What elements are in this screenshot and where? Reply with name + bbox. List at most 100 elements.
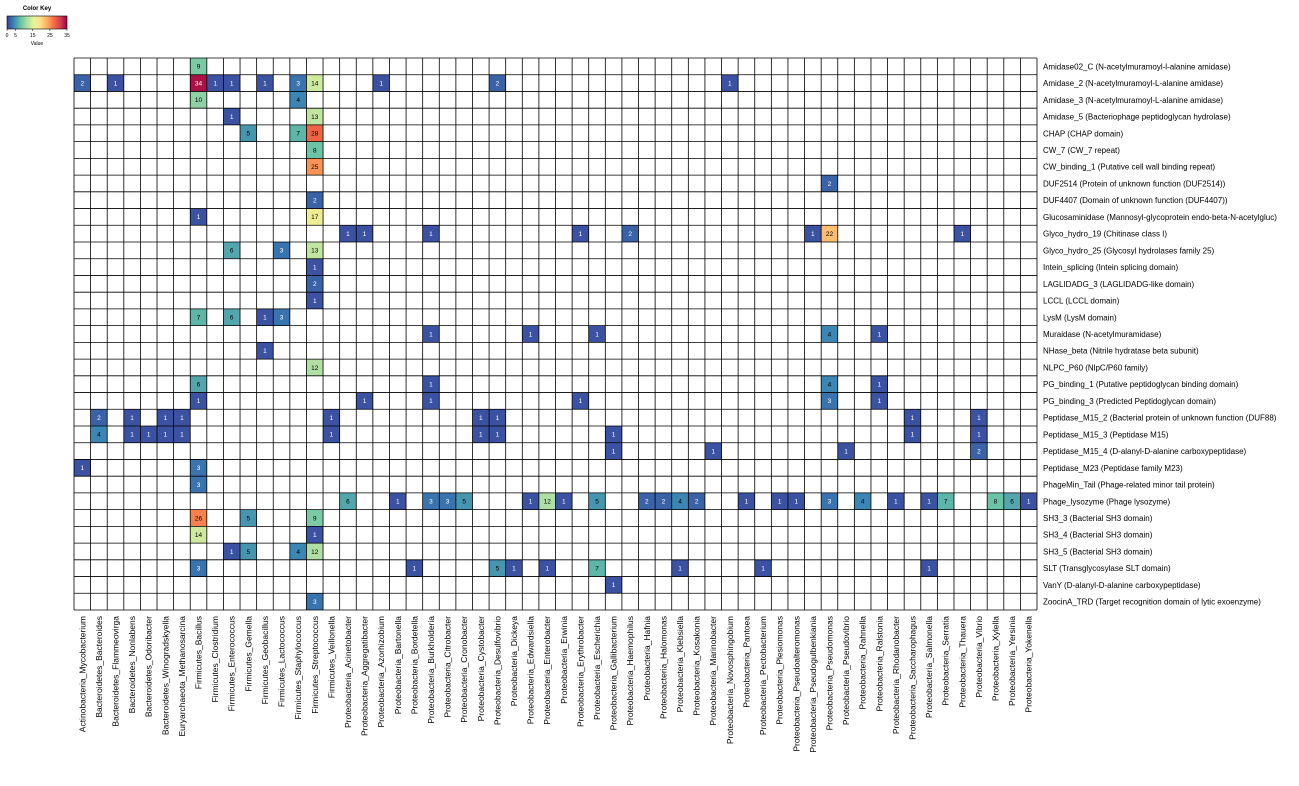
row-label: CW_binding_1 (Putative cell wall binding… <box>1043 163 1215 172</box>
cell-value-label: 5 <box>247 131 251 138</box>
column-label: Proteobacteria_Pseudomonas <box>824 616 834 730</box>
heatmap-cell <box>339 225 357 242</box>
row-label: PG_binding_1 (Putative peptidoglycan bin… <box>1043 380 1239 389</box>
row-label: DUF4407 (Domain of unknown function (DUF… <box>1043 196 1228 205</box>
heatmap-cell <box>256 74 274 92</box>
cell-value-label: 7 <box>944 499 948 506</box>
cell-value-label: 4 <box>296 549 300 556</box>
cell-value-label: 1 <box>164 432 168 439</box>
column-label: Proteobacteria_Haemophilus <box>625 616 635 726</box>
cell-value-label: 34 <box>195 80 203 87</box>
heatmap-cell <box>406 559 423 577</box>
cell-value-label: 1 <box>1027 499 1031 506</box>
heatmap-cell <box>588 559 606 577</box>
cell-value-label: 1 <box>330 432 334 439</box>
cell-value-label: 3 <box>828 398 832 405</box>
cell-value-label: 2 <box>313 281 317 288</box>
heatmap-cell <box>937 492 954 510</box>
heatmap-cell <box>588 492 606 510</box>
row-label: Amidase02_C (N-acetylmuramoyl-l-alanine … <box>1043 62 1231 71</box>
cell-value-label: 7 <box>595 565 599 572</box>
heatmap-cell <box>904 409 921 426</box>
heatmap-cell <box>1003 492 1021 510</box>
column-label: Proteobacteria_Erythrobacter <box>575 616 585 727</box>
heatmap-cell <box>688 492 705 510</box>
heatmap-cell <box>306 292 324 309</box>
column-label: Proteobacteria_Rahnella <box>858 616 868 710</box>
column-label: Proteobacteria_Desulfovibrio <box>492 616 502 725</box>
heatmap-cell <box>738 492 755 510</box>
cell-value-label: 1 <box>761 565 765 572</box>
column-label: Proteobacteria_Xylella <box>990 616 1000 701</box>
heatmap-cell <box>821 225 838 242</box>
column-label: Proteobacteria_Dickeya <box>509 616 519 707</box>
cell-value-label: 1 <box>164 415 168 422</box>
cell-value-label: 3 <box>197 565 201 572</box>
column-label: Proteobacteria_Acinetobacter <box>343 616 353 728</box>
cell-value-label: 1 <box>479 415 483 422</box>
heatmap-cell <box>522 325 539 343</box>
row-label: DUF2514 (Protein of unknown function (DU… <box>1043 179 1226 188</box>
row-label: Amidase_5 (Bacteriophage peptidoglycan h… <box>1043 113 1231 122</box>
cell-value-label: 1 <box>330 415 334 422</box>
column-label: Firmicutes_Streptococcus <box>310 616 320 714</box>
column-label: Proteobacteria_Edwardsiella <box>526 616 536 724</box>
column-label: Proteobacteria_Bartonella <box>393 616 403 715</box>
heatmap-cell <box>422 325 440 343</box>
heatmap-cell <box>771 492 788 510</box>
cell-value-label: 6 <box>197 381 201 388</box>
row-label: Peptidase_M23 (Peptidase family M23) <box>1043 464 1183 473</box>
row-label: LCCL (LCCL domain) <box>1043 297 1120 306</box>
row-label: SLT (Transglycosylase SLT domain) <box>1043 564 1171 573</box>
cell-value-label: 1 <box>612 582 616 589</box>
heatmap-cell <box>605 442 622 460</box>
heatmap-cell <box>306 258 324 276</box>
heatmap-cell <box>605 426 622 443</box>
cell-value-label: 8 <box>994 499 998 506</box>
heatmap-cell <box>920 559 938 577</box>
cell-value-label: 6 <box>346 499 350 506</box>
heatmap-cell <box>821 175 838 192</box>
cell-value-label: 2 <box>645 499 649 506</box>
cell-value-label: 2 <box>80 80 84 87</box>
heatmap-cell <box>671 492 689 510</box>
row-label: CW_7 (CW_7 repeat) <box>1043 146 1120 155</box>
heatmap-cell <box>190 91 207 109</box>
column-label: Bacteroidetes_Odoribacter <box>144 616 154 717</box>
cell-value-label: 3 <box>296 80 300 87</box>
heatmap-cell <box>190 392 207 410</box>
heatmap-grid <box>73 57 1038 611</box>
heatmap-cell <box>107 74 124 92</box>
row-label: Glucosaminidase (Mannosyl-glycoprotein e… <box>1043 213 1277 222</box>
cell-value-label: 12 <box>311 365 319 372</box>
heatmap-cell <box>489 74 506 92</box>
cell-value-label: 1 <box>313 298 317 305</box>
color-key-title: Color Key <box>23 6 52 12</box>
cell-value-label: 1 <box>612 448 616 455</box>
heatmap-cell <box>157 426 174 443</box>
heatmap-cell <box>422 392 440 410</box>
heatmap-cell <box>787 492 805 510</box>
cell-value-label: 1 <box>413 565 417 572</box>
cell-value-label: 4 <box>97 432 101 439</box>
heatmap-cell <box>306 208 324 226</box>
cell-value-label: 6 <box>230 315 234 322</box>
column-label: Proteobacteria_Yokenella <box>1024 616 1034 713</box>
heatmap-cell <box>289 124 307 142</box>
heatmap-cell <box>538 492 556 510</box>
cell-value-label: 1 <box>728 80 732 87</box>
cell-value-label: 9 <box>313 515 317 522</box>
column-label: Proteobacteria_Aggregatibacter <box>360 616 370 736</box>
cell-value-label: 1 <box>911 415 915 422</box>
cell-value-label: 1 <box>313 532 317 539</box>
heatmap-cell <box>588 325 606 343</box>
cell-value-label: 2 <box>828 181 832 188</box>
heatmap-cell <box>190 459 207 477</box>
column-label: Proteobacteria_Yersinia <box>1007 616 1017 706</box>
column-label: Proteobacteria_Citrobacter <box>443 616 453 718</box>
row-label: Amidase_2 (N-acetylmuramoyl-L-alanine am… <box>1043 79 1223 88</box>
column-label: Proteobacteria_Pseudogulbenkiania <box>808 616 818 753</box>
cell-value-label: 1 <box>263 315 267 322</box>
color-key-tick-label: 5 <box>14 33 17 39</box>
